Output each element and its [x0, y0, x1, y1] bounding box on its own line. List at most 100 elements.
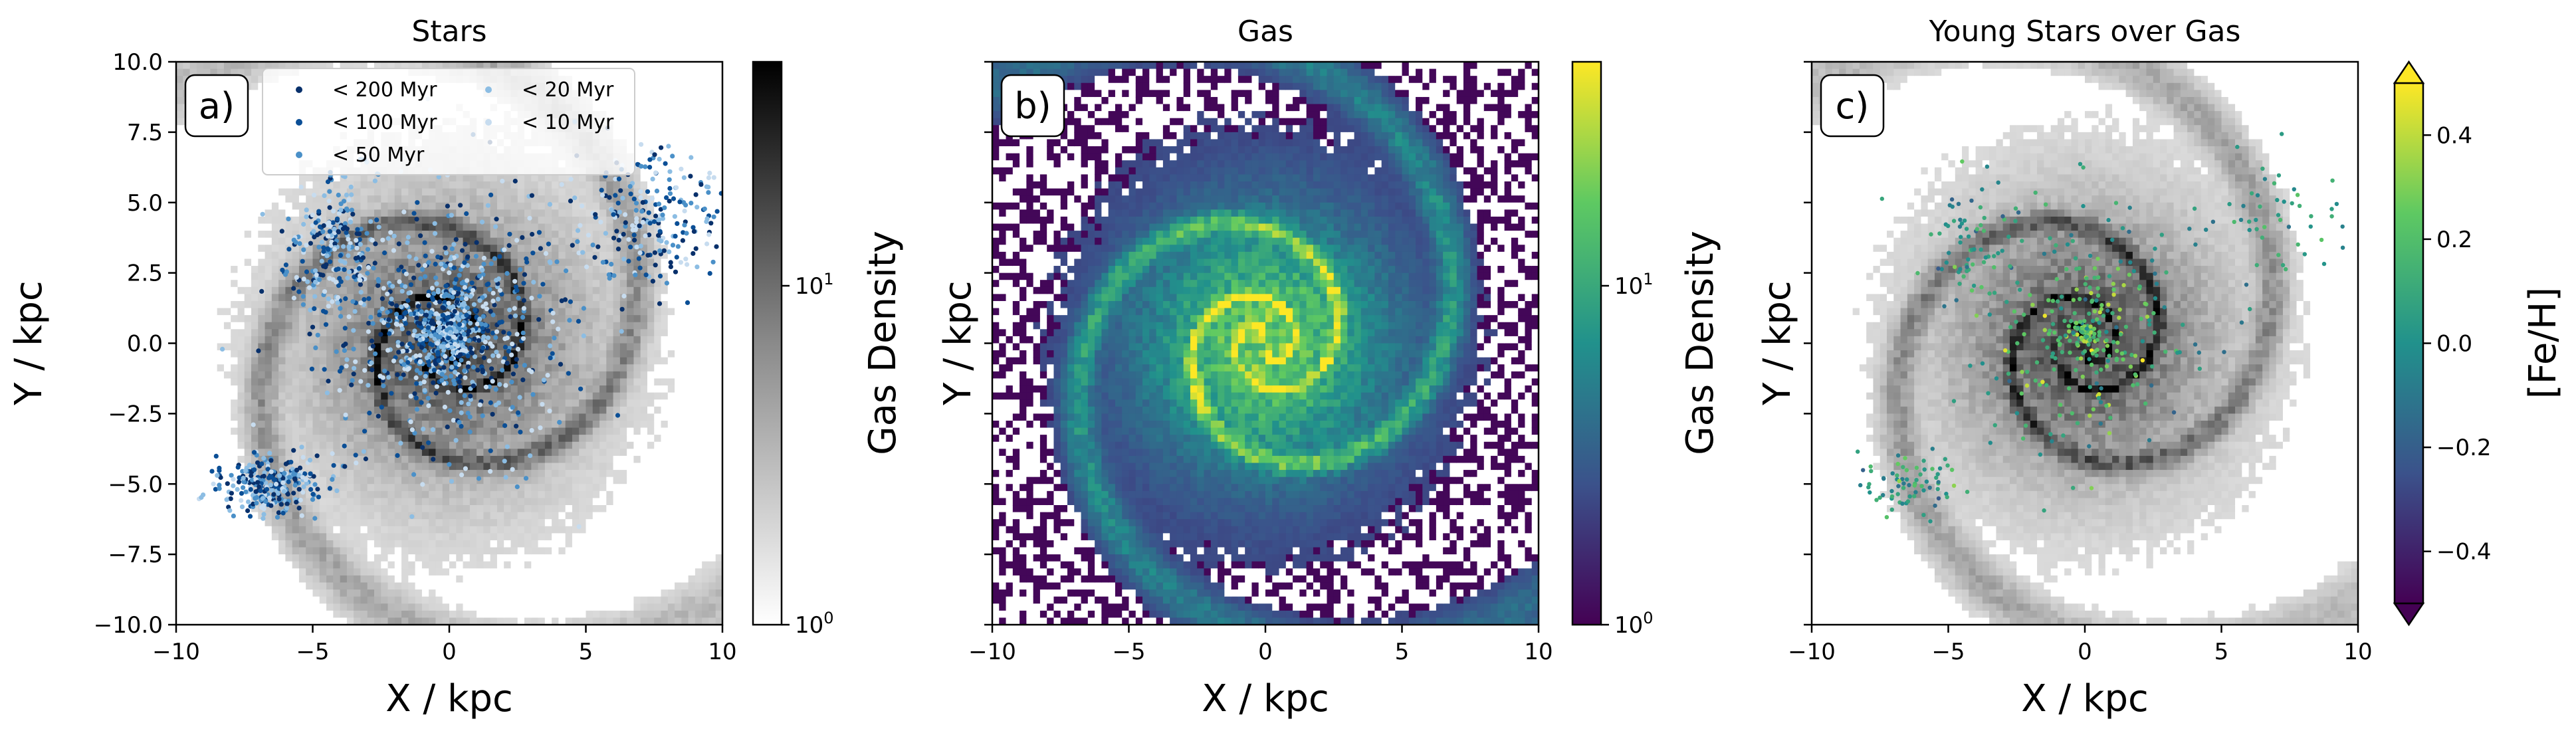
heatmap-cell [312, 336, 320, 344]
heatmap-cell [586, 188, 593, 196]
heatmap-cell [579, 251, 587, 260]
heatmap-cell [203, 336, 211, 344]
heatmap-cell [381, 484, 389, 492]
heatmap-cell [504, 174, 512, 182]
heatmap-cell [510, 441, 518, 449]
heatmap-cell [223, 526, 231, 534]
heatmap-cell [367, 62, 375, 70]
heatmap-cell [231, 266, 239, 274]
heatmap-cell [298, 596, 306, 604]
heatmap-cell [544, 174, 552, 182]
heatmap-cell [278, 617, 286, 625]
heatmap-cell [306, 490, 314, 499]
heatmap-cell [183, 617, 191, 625]
heatmap-cell [271, 364, 279, 372]
heatmap-cell [463, 589, 471, 597]
heatmap-cell [265, 308, 272, 316]
heatmap-cell [490, 237, 498, 245]
heatmap-cell [463, 512, 471, 520]
heatmap-cell [524, 286, 532, 294]
heatmap-cell [531, 554, 539, 562]
heatmap-cell [203, 216, 211, 225]
heatmap-cell [183, 505, 191, 513]
heatmap-cell [579, 209, 587, 217]
heatmap-cell [415, 603, 423, 611]
heatmap-cell [435, 575, 443, 584]
heatmap-cell [326, 413, 334, 421]
heatmap-cell [401, 223, 409, 231]
heatmap-cell [278, 554, 286, 562]
heatmap-cell [210, 315, 218, 323]
heatmap-cell [510, 195, 518, 203]
heatmap-cell [544, 286, 552, 294]
heatmap-cell [354, 526, 362, 534]
heatmap-cell [394, 216, 402, 225]
heatmap-cell [381, 272, 389, 280]
heatmap-cell [394, 385, 402, 393]
heatmap-cell [360, 596, 368, 604]
heatmap-cell [189, 280, 197, 288]
heatmap-cell [415, 540, 423, 548]
heatmap-cell [586, 420, 593, 429]
heatmap-cell [565, 343, 573, 351]
heatmap-cell [360, 575, 368, 584]
heatmap-cell [394, 272, 402, 280]
heatmap-cell [477, 477, 484, 484]
heatmap-cell [442, 540, 450, 548]
heatmap-cell [278, 329, 286, 337]
heatmap-cell [579, 526, 587, 534]
heatmap-cell [483, 364, 491, 372]
heatmap-cell [401, 245, 409, 253]
heatmap-cell [490, 490, 498, 499]
heatmap-cell [469, 237, 477, 245]
heatmap-cell [538, 294, 546, 302]
heatmap-cell [490, 315, 498, 323]
heatmap-cell [271, 315, 279, 323]
heatmap-cell [346, 223, 354, 231]
heatmap-cell [496, 547, 504, 555]
heatmap-cell [592, 188, 600, 196]
heatmap-cell [469, 195, 477, 203]
heatmap-cell [354, 427, 362, 435]
heatmap-cell [217, 202, 225, 210]
heatmap-cell [217, 160, 225, 168]
heatmap-cell [319, 371, 327, 379]
heatmap-cell [237, 617, 245, 625]
heatmap-cell [504, 547, 512, 555]
heatmap-cell [298, 554, 306, 562]
heatmap-cell [312, 533, 320, 541]
heatmap-cell [340, 188, 348, 196]
heatmap-cell [538, 441, 546, 449]
heatmap-cell [231, 435, 239, 443]
heatmap-cell [183, 280, 191, 288]
heatmap-cell [176, 617, 183, 625]
heatmap-cell [251, 378, 259, 386]
heatmap-cell [258, 188, 266, 196]
heatmap-cell [333, 357, 341, 365]
heatmap-cell [367, 259, 375, 266]
heatmap-cell [387, 435, 395, 443]
heatmap-cell [421, 406, 429, 414]
heatmap-cell [251, 104, 259, 112]
heatmap-cell [586, 427, 593, 435]
heatmap-cell [477, 245, 484, 253]
heatmap-cell [360, 392, 368, 400]
heatmap-cell [565, 251, 573, 260]
heatmap-cell [189, 329, 197, 337]
heatmap-cell [176, 111, 183, 119]
heatmap-cell [483, 174, 491, 182]
heatmap-cell [477, 540, 484, 548]
heatmap-cell [579, 463, 587, 471]
heatmap-cell [210, 62, 218, 70]
heatmap-cell [469, 512, 477, 520]
heatmap-cell [421, 449, 429, 457]
heatmap-cell [421, 392, 429, 400]
heatmap-cell [265, 547, 272, 555]
heatmap-cell [381, 371, 389, 379]
heatmap-cell [210, 498, 218, 506]
heatmap-cell [203, 617, 211, 625]
heatmap-cell [258, 153, 266, 161]
heatmap-cell [189, 484, 197, 492]
heatmap-cell [552, 266, 560, 274]
heatmap-cell [387, 470, 395, 478]
